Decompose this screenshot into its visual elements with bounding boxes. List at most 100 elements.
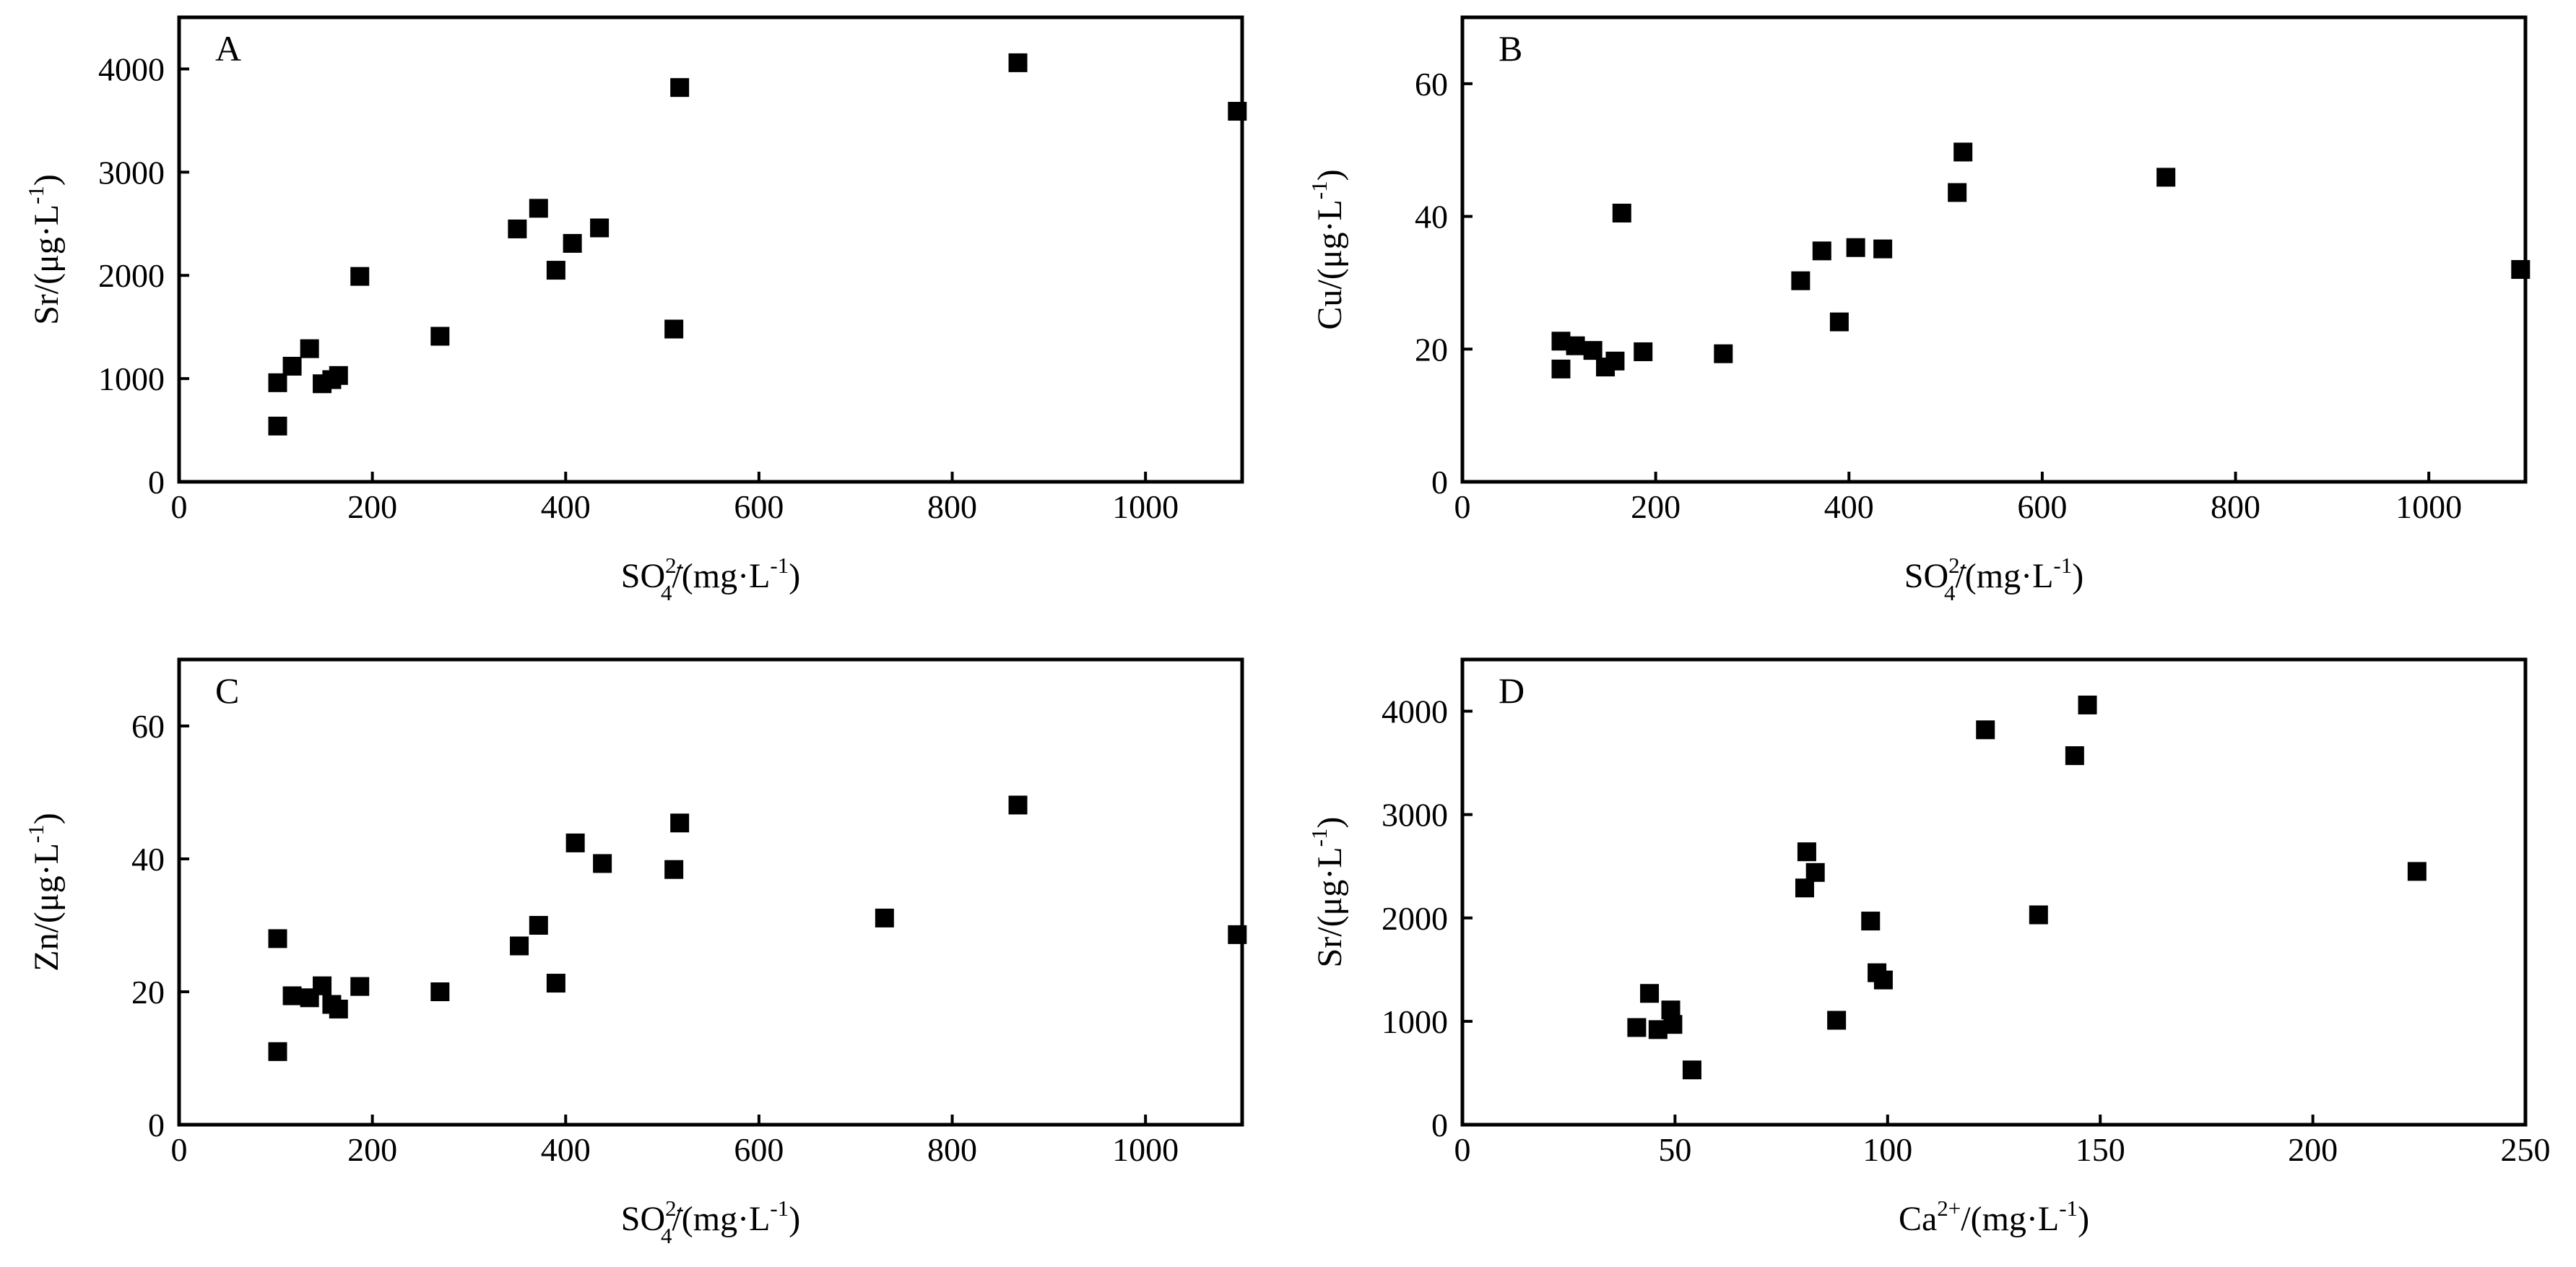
panel-c-data-point	[565, 833, 585, 852]
panel-c-data-point	[329, 999, 348, 1019]
panel-b-letter: B	[1499, 28, 1522, 69]
x-axis-label-base: Ca	[1899, 1200, 1937, 1238]
panel-c-y-tick-label: 40	[131, 841, 165, 878]
panel-d-y-tick-label: 1000	[1382, 1003, 1448, 1040]
x-axis-label-subscript: 4	[661, 580, 672, 605]
y-axis-label-unit: Sr/(μg·L	[27, 204, 66, 325]
panel-d-x-tick-label: 200	[2288, 1131, 2338, 1168]
panel-c-letter: C	[215, 670, 239, 711]
panel-c-x-tick-label: 0	[171, 1131, 188, 1168]
panel-a-letter: A	[215, 28, 241, 69]
panel-b-data-point	[1829, 312, 1849, 332]
panel-b-data-point	[1605, 351, 1625, 371]
panel-c-y-tick-label: 20	[131, 974, 165, 1011]
panel-d-data-point	[1827, 1011, 1847, 1030]
panel-b-data-point	[1551, 359, 1571, 379]
x-axis-label-unit-superscript: -1	[2059, 1195, 2078, 1221]
panel-d-data-point	[1976, 720, 1995, 740]
panel-d-y-tick-label: 3000	[1382, 797, 1448, 834]
panel-d-x-tick-label: 50	[1658, 1131, 1691, 1168]
panel-b-data-point	[1714, 344, 1733, 363]
panel-a-x-tick-label: 600	[734, 488, 784, 525]
panel-a-data-point	[1008, 53, 1028, 72]
x-axis-label-close: )	[2078, 1200, 2089, 1238]
panel-d-letter: D	[1499, 670, 1525, 711]
y-axis-label-close: )	[27, 813, 66, 824]
x-axis-label-unit: /(mg·L	[1961, 1200, 2059, 1238]
panel-b-y-tick-label: 40	[1415, 199, 1448, 235]
panel-a-y-tick-label: 4000	[98, 51, 165, 87]
y-axis-label-unit: Sr/(μg·L	[1311, 847, 1349, 967]
x-axis-label-superscript: 2-	[1948, 553, 1967, 578]
panel-b-y-axis-label: Cu/(μg·L-1)	[1306, 169, 1349, 329]
panel-c-data-point	[510, 936, 529, 956]
panel-a-data-point	[1228, 102, 1247, 121]
panel-b-data-point	[1791, 271, 1810, 290]
panel-a-data-point	[546, 261, 565, 280]
panel-d-x-tick-label: 150	[2076, 1131, 2125, 1168]
panel-b-x-axis-label: SO2-4/(mg·L-1)	[1904, 553, 2083, 605]
panel-c-data-point	[1008, 795, 1028, 815]
y-axis-label-superscript: -1	[23, 824, 48, 843]
x-axis-label-superscript: 2-	[665, 553, 684, 578]
x-axis-label-close: )	[789, 557, 800, 595]
panel-c-x-tick-label: 600	[734, 1131, 784, 1168]
panel-a-data-point	[430, 327, 450, 346]
panel-a-y-axis-label: Sr/(μg·L-1)	[23, 174, 66, 325]
panel-b-y-tick-label: 60	[1415, 66, 1448, 103]
panel-a-x-tick-label: 400	[541, 488, 591, 525]
panel-c-x-tick-label: 200	[347, 1131, 397, 1168]
panel-a-y-tick-label: 3000	[98, 154, 165, 191]
panel-a-data-point	[670, 78, 690, 98]
panel-c-data-point	[282, 986, 302, 1006]
x-axis-label-unit-superscript: -1	[2053, 553, 2072, 578]
panel-b-data-point	[1948, 183, 1967, 202]
panel-a-y-tick-label: 1000	[98, 360, 165, 397]
panel-c-data-point	[664, 860, 684, 879]
panel-a-x-tick-label: 1000	[1112, 488, 1179, 525]
panel-b-data-point	[2156, 168, 2176, 187]
x-axis-label-superscript: 2-	[665, 1195, 684, 1221]
x-axis-label-unit: /(mg·L	[672, 1200, 770, 1238]
panel-d-data-point	[1861, 912, 1881, 931]
panel-c-data-point	[670, 813, 690, 833]
x-axis-label-unit-superscript: -1	[770, 553, 789, 578]
panel-c-frame	[177, 657, 1244, 1127]
panel-d-data-point	[1640, 984, 1660, 1003]
panel-b-data-point	[1583, 341, 1603, 360]
panel-b-data-point	[1634, 342, 1653, 361]
panel-c: 0 200 400 600 800 10000204060CSO2-4/(mg·L-1)Z…	[23, 657, 1247, 1248]
panel-d-data-point	[1627, 1018, 1647, 1037]
y-axis-label-close: )	[1311, 817, 1349, 829]
panel-b-x-tick-label: 800	[2211, 488, 2260, 525]
panel-d-data-point	[1663, 1015, 1683, 1034]
panel-a-frame	[177, 15, 1244, 484]
panel-d-x-axis-label: Ca2+/(mg·L-1)	[1899, 1195, 2089, 1238]
panel-b-data-point	[1566, 336, 1585, 355]
panel-d-y-axis-label: Sr/(μg·L-1)	[1306, 817, 1349, 968]
panel-a-data-point	[300, 339, 319, 358]
panel-a-data-point	[329, 366, 348, 385]
panel-a-data-point	[268, 373, 287, 392]
x-axis-label-base: SO	[1904, 557, 1948, 595]
panel-c-data-point	[430, 982, 450, 1001]
panel-a-y-tick-label: 0	[148, 464, 165, 501]
panel-a-data-point	[529, 199, 548, 218]
panel-b-data-point	[1953, 142, 1973, 162]
panel-d-data-point	[2078, 695, 2097, 714]
panel-a-y-tick-label: 2000	[98, 257, 165, 294]
panel-c-data-point	[529, 916, 548, 935]
y-axis-label-superscript: -1	[23, 186, 48, 204]
x-axis-label-close: )	[789, 1200, 800, 1238]
x-axis-label-unit: /(mg·L	[672, 557, 770, 595]
y-axis-label-close: )	[27, 174, 66, 186]
panel-d-data-point	[1682, 1060, 1701, 1080]
panel-b-data-point	[2511, 260, 2531, 280]
panel-a-x-tick-label: 0	[171, 488, 188, 525]
panel-d-data-point	[2065, 746, 2084, 766]
panel-c-x-tick-label: 1000	[1112, 1131, 1179, 1168]
panel-a-data-point	[350, 267, 370, 286]
x-axis-label-unit-superscript: -1	[770, 1195, 789, 1221]
panel-b-y-tick-label: 0	[1431, 464, 1448, 501]
